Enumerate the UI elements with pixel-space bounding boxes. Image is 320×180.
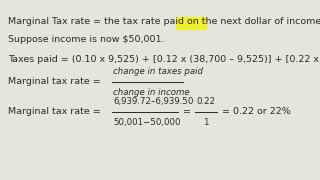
Bar: [176, 17, 206, 29]
Text: =: =: [183, 107, 191, 116]
Text: 0.22: 0.22: [196, 97, 216, 106]
Text: 50,001−50,000: 50,001−50,000: [113, 118, 180, 127]
Text: Marginal tax rate =: Marginal tax rate =: [8, 78, 104, 87]
Text: 1: 1: [203, 118, 209, 127]
Text: Marginal Tax rate = the tax rate paid on the next dollar of income.: Marginal Tax rate = the tax rate paid on…: [8, 17, 320, 26]
Text: = 0.22 or 22%: = 0.22 or 22%: [222, 107, 291, 116]
Text: change in income: change in income: [113, 88, 190, 97]
Text: Marginal tax rate =: Marginal tax rate =: [8, 107, 104, 116]
Text: change in taxes paid: change in taxes paid: [113, 67, 203, 76]
Text: 6,939.72–6,939.50: 6,939.72–6,939.50: [113, 97, 193, 106]
Text: Taxes paid = (0.10 x 9,525) + [0.12 x (38,700 – 9,525)] + [0.22 x (50,001 – 3870: Taxes paid = (0.10 x 9,525) + [0.12 x (3…: [8, 55, 320, 64]
Text: Suppose income is now $50,001.: Suppose income is now $50,001.: [8, 35, 164, 44]
